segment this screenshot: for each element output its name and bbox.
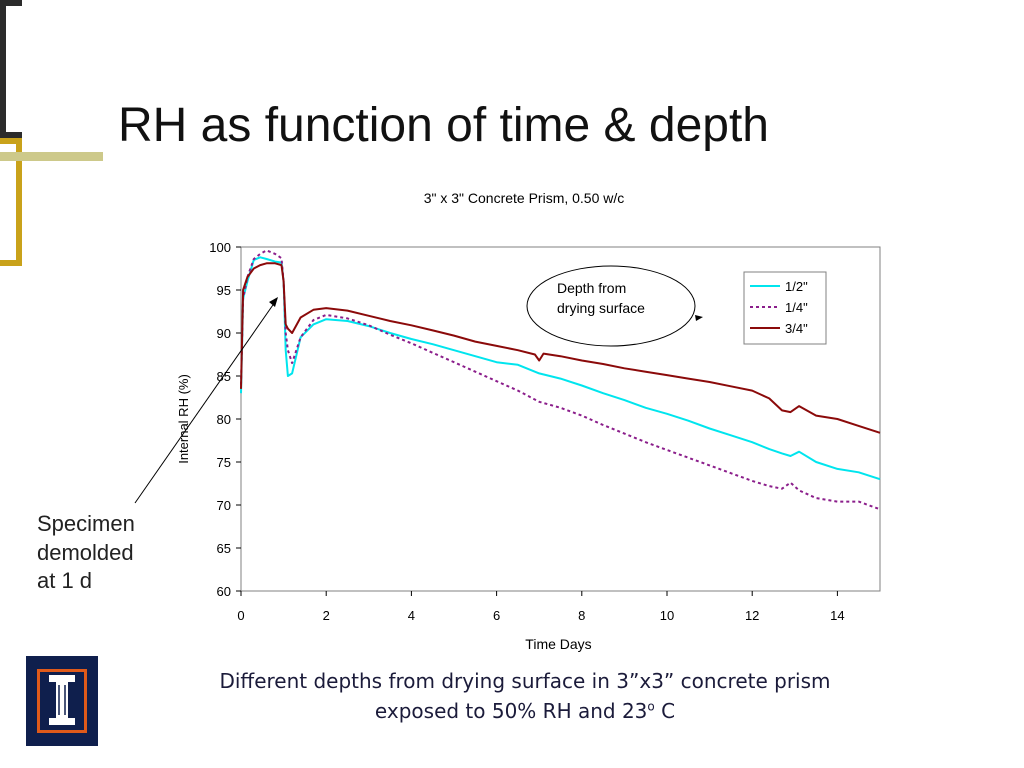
caption-line-2: exposed to 50% RH and 23o C [150,696,900,726]
legend-label: 3/4" [785,321,808,336]
chart-title: 3" x 3" Concrete Prism, 0.50 w/c [423,190,625,206]
series-line [240,249,881,511]
left-bracket-decoration [0,0,22,138]
illinois-column-logo-icon [26,656,98,746]
caption-line-2-unit: C [654,699,676,723]
slide-caption: Different depths from drying surface in … [150,666,900,726]
x-tick-label: 14 [830,608,844,623]
side-note-line: at 1 d [37,568,93,594]
degree-superscript: o [647,699,655,714]
x-tick-label: 2 [323,608,330,623]
x-tick-label: 4 [408,608,415,623]
caption-line-2-text: exposed to 50% RH and 23 [374,699,648,723]
y-tick-label: 90 [217,326,231,341]
annotation-text-line: Depth from [557,280,626,296]
right-bracket-decoration [0,138,22,266]
y-tick-label: 80 [217,412,231,427]
series-line [240,262,881,434]
annotation-arrowhead [695,315,703,321]
x-tick-label: 10 [660,608,674,623]
demold-arrow-line [134,301,276,504]
x-tick-label: 0 [237,608,244,623]
column-glyph-icon [49,675,75,725]
y-tick-label: 75 [217,455,231,470]
x-tick-label: 8 [578,608,585,623]
slide-title: RH as function of time & depth [118,99,769,152]
x-tick-label: 6 [493,608,500,623]
y-tick-label: 60 [217,584,231,599]
y-tick-label: 95 [217,283,231,298]
annotation-text-line: drying surface [557,300,645,316]
annotation-ellipse [526,265,696,347]
y-tick-label: 70 [217,498,231,513]
y-tick-label: 65 [217,541,231,556]
logo-orange-frame [37,669,87,733]
caption-line-1: Different depths from drying surface in … [219,669,831,693]
legend-label: 1/2" [785,279,808,294]
side-note-line: Specimen [37,511,135,536]
legend-label: 1/4" [785,300,808,315]
y-tick-label: 100 [209,240,231,255]
y-tick-label: 85 [217,369,231,384]
x-tick-label: 12 [745,608,759,623]
x-axis-label: Time Days [525,636,591,652]
side-note: Specimen demolded at 1 d [37,510,167,596]
y-axis-label: Internal RH (%) [176,374,191,464]
demold-arrowhead [269,297,278,307]
side-note-line: demolded [37,539,134,565]
title-accent-line [0,152,103,161]
